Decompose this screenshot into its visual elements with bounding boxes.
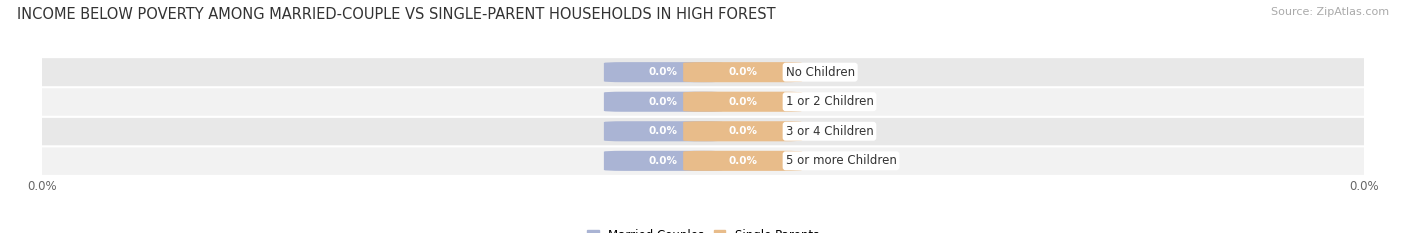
- FancyBboxPatch shape: [605, 151, 723, 171]
- FancyBboxPatch shape: [605, 62, 723, 82]
- Text: Source: ZipAtlas.com: Source: ZipAtlas.com: [1271, 7, 1389, 17]
- Text: 0.0%: 0.0%: [648, 97, 678, 107]
- FancyBboxPatch shape: [15, 146, 1391, 176]
- FancyBboxPatch shape: [15, 87, 1391, 117]
- FancyBboxPatch shape: [683, 151, 801, 171]
- Text: INCOME BELOW POVERTY AMONG MARRIED-COUPLE VS SINGLE-PARENT HOUSEHOLDS IN HIGH FO: INCOME BELOW POVERTY AMONG MARRIED-COUPL…: [17, 7, 776, 22]
- FancyBboxPatch shape: [15, 116, 1391, 146]
- FancyBboxPatch shape: [683, 62, 801, 82]
- FancyBboxPatch shape: [605, 121, 723, 141]
- Text: 0.0%: 0.0%: [648, 156, 678, 166]
- Text: 5 or more Children: 5 or more Children: [786, 154, 897, 167]
- Text: 0.0%: 0.0%: [648, 67, 678, 77]
- Text: 0.0%: 0.0%: [728, 156, 758, 166]
- Text: 1 or 2 Children: 1 or 2 Children: [786, 95, 873, 108]
- FancyBboxPatch shape: [15, 57, 1391, 87]
- Text: 0.0%: 0.0%: [648, 126, 678, 136]
- Legend: Married Couples, Single Parents: Married Couples, Single Parents: [582, 224, 824, 233]
- FancyBboxPatch shape: [605, 92, 723, 112]
- Text: 0.0%: 0.0%: [728, 67, 758, 77]
- Text: 0.0%: 0.0%: [728, 126, 758, 136]
- Text: 3 or 4 Children: 3 or 4 Children: [786, 125, 873, 138]
- Text: No Children: No Children: [786, 66, 855, 79]
- FancyBboxPatch shape: [683, 121, 801, 141]
- Text: 0.0%: 0.0%: [728, 97, 758, 107]
- FancyBboxPatch shape: [683, 92, 801, 112]
